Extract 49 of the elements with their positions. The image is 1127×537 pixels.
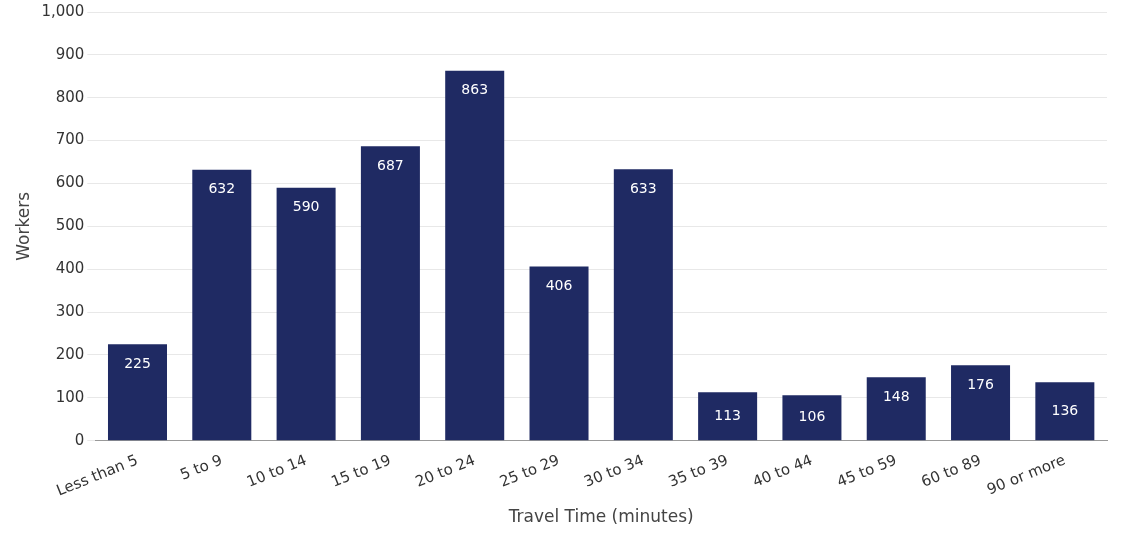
x-tick-label: Less than 5 bbox=[53, 450, 141, 500]
y-tick-label: 500 bbox=[55, 216, 85, 235]
y-tick-label: 700 bbox=[55, 130, 85, 149]
x-tick-label: 15 to 19 bbox=[328, 450, 394, 491]
x-tick-label: 90 or more bbox=[984, 450, 1068, 499]
data-label: 176 bbox=[967, 375, 994, 392]
y-tick-label: 1,000 bbox=[41, 1, 85, 20]
bar bbox=[529, 266, 589, 441]
y-tick-label: 0 bbox=[74, 430, 85, 449]
x-tick-label: 10 to 14 bbox=[244, 450, 310, 491]
x-tick-label: 30 to 34 bbox=[581, 450, 647, 491]
y-tick-label: 400 bbox=[55, 259, 85, 278]
bar bbox=[782, 395, 842, 441]
x-axis-title: Travel Time (minutes) bbox=[507, 506, 694, 527]
data-label: 148 bbox=[882, 387, 910, 404]
y-tick-label: 200 bbox=[55, 344, 85, 363]
bar bbox=[613, 169, 673, 441]
data-label: 863 bbox=[461, 81, 489, 98]
x-tick-label: 5 to 9 bbox=[177, 450, 225, 484]
bar bbox=[360, 146, 420, 441]
bar bbox=[107, 344, 167, 441]
x-tick-label: 40 to 44 bbox=[749, 450, 815, 491]
bar bbox=[866, 377, 926, 441]
data-label: 225 bbox=[124, 354, 151, 371]
x-tick-label: 25 to 29 bbox=[497, 450, 562, 491]
data-label: 633 bbox=[629, 179, 657, 196]
y-tick-label: 100 bbox=[55, 387, 85, 406]
data-label: 632 bbox=[208, 180, 236, 197]
y-tick-label: 800 bbox=[55, 87, 85, 106]
x-tick-label: 60 to 89 bbox=[918, 450, 984, 491]
bar bbox=[276, 187, 336, 441]
y-tick-label: 600 bbox=[55, 173, 85, 192]
data-label: 687 bbox=[377, 156, 404, 173]
bar bbox=[698, 392, 758, 441]
data-label: 406 bbox=[545, 277, 573, 294]
data-label: 136 bbox=[1051, 401, 1079, 418]
x-tick-label: 45 to 59 bbox=[834, 450, 900, 491]
y-tick-label: 900 bbox=[55, 44, 85, 63]
bar bbox=[445, 70, 505, 441]
y-tick-label: 300 bbox=[55, 301, 85, 320]
x-tick-label: 20 to 24 bbox=[412, 450, 478, 491]
data-label: 106 bbox=[798, 408, 826, 425]
bar bbox=[192, 169, 252, 441]
bar bbox=[1035, 382, 1095, 441]
bar bbox=[951, 365, 1011, 441]
x-tick-label: 35 to 39 bbox=[665, 450, 731, 491]
data-label: 113 bbox=[714, 406, 741, 423]
data-label: 590 bbox=[292, 198, 320, 215]
y-axis-title: Workers bbox=[12, 191, 33, 261]
